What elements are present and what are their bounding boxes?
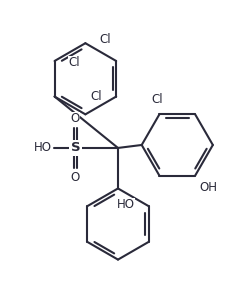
Text: HO: HO [34,142,52,154]
Text: HO: HO [117,198,135,211]
Text: Cl: Cl [152,93,163,106]
Text: HO: HO [199,182,217,195]
Text: OH: OH [199,181,217,194]
Text: O: O [71,171,80,184]
Text: S: S [71,142,80,154]
Text: Cl: Cl [91,90,102,103]
Text: Cl: Cl [68,56,80,69]
Text: Cl: Cl [99,33,111,46]
Text: O: O [71,112,80,125]
